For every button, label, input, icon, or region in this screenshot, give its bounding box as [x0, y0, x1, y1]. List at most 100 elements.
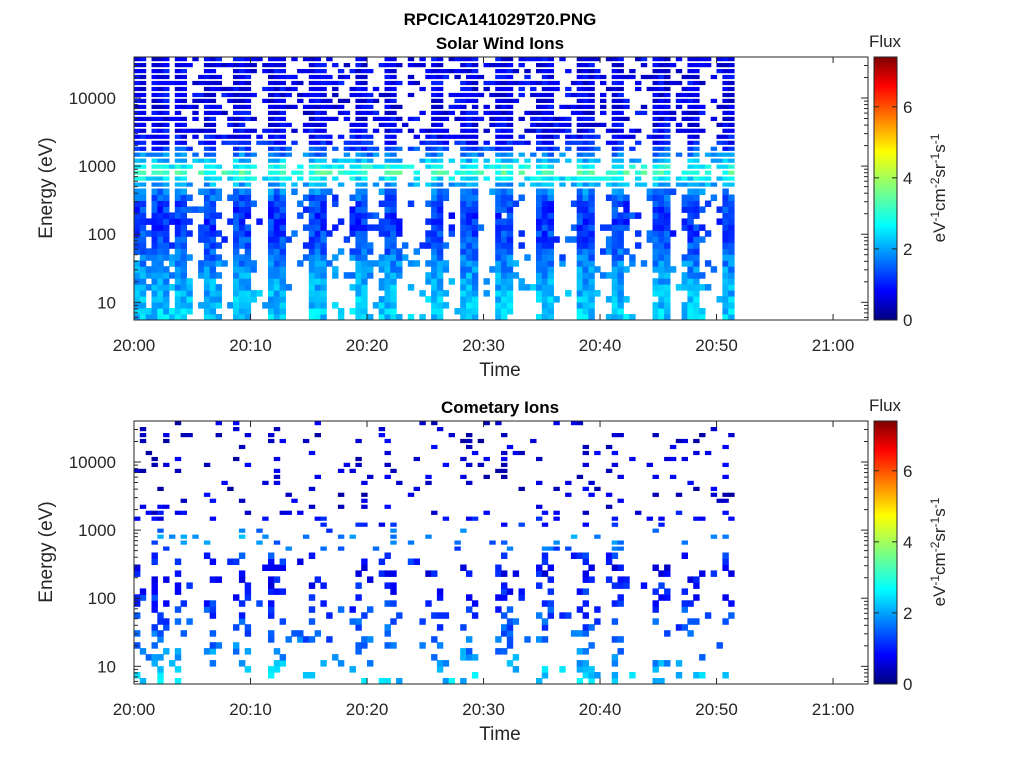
heatmap-cell	[436, 194, 444, 201]
heatmap-cell	[203, 224, 211, 231]
heatmap-cell	[157, 308, 164, 315]
heatmap-cell	[547, 588, 554, 595]
heatmap-cell	[314, 134, 321, 139]
heatmap-cell	[687, 314, 694, 321]
heatmap-cell	[425, 140, 432, 145]
heatmap-cell	[664, 122, 671, 127]
heatmap-cell	[314, 218, 321, 225]
heatmap-cell	[139, 308, 147, 315]
heatmap-cell	[530, 284, 537, 291]
heatmap-cell	[163, 290, 170, 297]
heatmap-cell	[617, 600, 624, 607]
heatmap-cell	[460, 648, 467, 655]
heatmap-cell	[378, 266, 386, 273]
heatmap-cell	[728, 570, 735, 577]
heatmap-cell	[361, 57, 368, 62]
heatmap-cell	[693, 134, 700, 139]
heatmap-cell	[466, 314, 473, 321]
heatmap-cell	[279, 290, 286, 297]
heatmap-cell	[576, 224, 584, 231]
heatmap-cell	[320, 522, 327, 527]
heatmap-cell	[652, 80, 659, 86]
heatmap-cell	[693, 69, 700, 74]
heatmap-cell	[139, 176, 147, 181]
heatmap-cell	[250, 200, 257, 207]
heatmap-cell	[512, 618, 520, 625]
heatmap-cell	[600, 74, 607, 80]
heatmap-cell	[693, 74, 700, 80]
heatmap-cell	[436, 588, 444, 595]
heatmap-cell	[186, 302, 193, 309]
x-tick-label: 20:00	[113, 336, 156, 355]
heatmap-cell	[623, 224, 630, 231]
heatmap-cell	[209, 660, 217, 667]
heatmap-cell	[436, 254, 444, 261]
heatmap-cell	[349, 140, 356, 145]
heatmap-cell	[722, 242, 729, 249]
heatmap-cell	[326, 170, 333, 175]
heatmap-cell	[722, 534, 729, 539]
heatmap-cell	[349, 158, 356, 163]
heatmap-cell	[471, 128, 479, 133]
heatmap-cell	[308, 182, 316, 187]
heatmap-cell	[728, 308, 735, 315]
heatmap-cell	[652, 242, 659, 249]
heatmap-cell	[215, 421, 222, 426]
heatmap-cell	[209, 606, 217, 613]
heatmap-cell	[244, 212, 252, 219]
heatmap-cell	[203, 122, 211, 127]
heatmap-cell	[576, 302, 584, 309]
heatmap-cell	[425, 128, 432, 133]
heatmap-cell	[355, 290, 362, 297]
heatmap-cell	[652, 212, 659, 219]
heatmap-cell	[320, 224, 327, 231]
heatmap-cell	[320, 206, 327, 213]
heatmap-cell	[425, 534, 432, 539]
heatmap-cell	[658, 212, 665, 219]
heatmap-cell	[436, 594, 444, 601]
heatmap-cell	[530, 182, 537, 187]
heatmap-cell	[536, 206, 543, 213]
heatmap-cell	[244, 594, 252, 601]
heatmap-cell	[477, 462, 485, 467]
heatmap-cell	[151, 158, 158, 163]
heatmap-cell	[349, 272, 356, 279]
heatmap-cell	[460, 98, 467, 103]
heatmap-cell	[174, 582, 182, 589]
heatmap-cell	[687, 140, 694, 145]
heatmap-cell	[174, 278, 182, 285]
heatmap-cell	[512, 98, 520, 103]
heatmap-cell	[355, 594, 362, 601]
heatmap-cell	[279, 69, 286, 74]
heatmap-cell	[192, 57, 199, 62]
heatmap-cell	[605, 272, 613, 279]
heatmap-cell	[629, 260, 636, 267]
heatmap-cell	[483, 80, 490, 86]
heatmap-cell	[728, 86, 735, 92]
heatmap-cell	[687, 230, 694, 237]
heatmap-cell	[541, 122, 549, 127]
heatmap-cell	[471, 272, 479, 279]
heatmap-cell	[163, 308, 170, 315]
heatmap-cell	[722, 63, 729, 68]
heatmap-cell	[495, 57, 502, 62]
heatmap-cell	[180, 116, 187, 121]
heatmap-cell	[390, 242, 397, 249]
heatmap-cell	[215, 164, 222, 169]
heatmap-cell	[203, 272, 211, 279]
heatmap-cell	[658, 110, 665, 115]
heatmap-cell	[268, 224, 275, 231]
heatmap-cell	[652, 69, 659, 74]
heatmap-cell	[297, 80, 304, 86]
heatmap-cell	[273, 188, 281, 195]
y-axis-label: Energy (eV)	[36, 501, 57, 602]
heatmap-cell	[279, 98, 286, 103]
heatmap-cell	[454, 546, 461, 551]
heatmap-cell	[658, 302, 665, 309]
heatmap-cell	[431, 170, 438, 175]
heatmap-cell	[180, 230, 187, 237]
heatmap-cell	[209, 74, 217, 80]
heatmap-cell	[693, 104, 700, 109]
heatmap-cell	[541, 624, 549, 631]
